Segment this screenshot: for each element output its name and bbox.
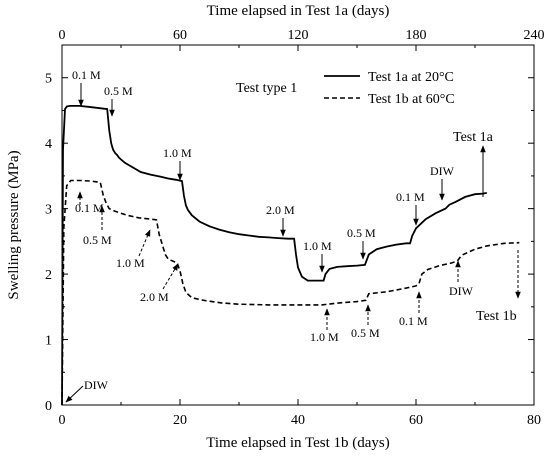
x-bottom-tick-label: 60 (409, 413, 423, 428)
y-tick-label: 1 (45, 334, 52, 349)
x-bottom-tick-label: 0 (59, 413, 66, 428)
annotation-1b-0-5m-b: 0.5 M (351, 326, 380, 340)
x-bottom-tick-label: 80 (527, 413, 541, 428)
plot-frame (61, 44, 535, 406)
annotation-1a-2-0m: 2.0 M (266, 203, 295, 217)
y-axis-title: Swelling pressure (MPa) (6, 150, 22, 299)
x-top-tick-label: 60 (173, 28, 187, 43)
annotation-1a-1-0m: 1.0 M (163, 146, 192, 160)
annotation-1b-1-0m: 1.0 M (116, 256, 145, 270)
annotation-1b-0-1m: 0.1 M (75, 201, 104, 215)
x-axis-title-top: Time elapsed in Test 1a (days) (207, 3, 390, 19)
y-tick-label: 5 (45, 72, 52, 87)
axis-ticks (61, 45, 535, 406)
annotation-diw-start: DIW (84, 378, 109, 392)
x-top-tick-label: 180 (406, 28, 427, 43)
annotation-1b-0-5m: 0.5 M (83, 233, 112, 247)
annotation-arrow (162, 263, 179, 290)
y-tick-label: 3 (45, 203, 52, 218)
annotation-1b-2-0m: 2.0 M (140, 290, 169, 304)
annotation-1a-1-0m-b: 1.0 M (303, 239, 332, 253)
y-tick-label: 0 (45, 399, 52, 414)
y-tick-label: 4 (45, 137, 52, 152)
annotation-arrow (138, 229, 151, 257)
test-1b-label: Test 1b (476, 309, 517, 324)
annotation-1a-0-1m: 0.1 M (72, 68, 101, 82)
annotation-1a-0-5m: 0.5 M (104, 84, 133, 98)
y-tick-label: 2 (45, 268, 52, 283)
axis-tick-labels: 0 20 40 60 80 0 60 120 180 240 0 1 2 3 4 5 (45, 28, 545, 428)
annotation-1b-1-0m-b: 1.0 M (310, 330, 339, 344)
series-line-test-1a (61, 105, 487, 406)
annotation-1a-0-5m-b: 0.5 M (347, 226, 376, 240)
x-bottom-tick-label: 20 (173, 413, 187, 428)
series-line-test-1b (61, 179, 520, 406)
annotation-1a-0-1m-b: 0.1 M (396, 190, 425, 204)
x-bottom-tick-label: 40 (291, 413, 305, 428)
legend: Test 1a at 20°C Test 1b at 60°C (324, 70, 455, 107)
annotation-1b-0-1m-b: 0.1 M (399, 314, 428, 328)
annotation-1b-diw: DIW (449, 284, 474, 298)
test-type-label: Test type 1 (236, 81, 297, 96)
test-1a-label: Test 1a (453, 130, 494, 145)
annotation-diw-arrow (65, 385, 84, 403)
annotation-1a-diw: DIW (430, 164, 455, 178)
annotations-test-1b: 0.1 M 0.5 M 1.0 M 2.0 M 1.0 M 0.5 M 0.1 … (75, 191, 521, 344)
x-top-tick-label: 120 (288, 28, 309, 43)
annotations-test-1a: 0.1 M 0.5 M 1.0 M 2.0 M 1.0 M 0.5 M 0.1 … (72, 68, 494, 273)
legend-label-test-1a: Test 1a at 20°C (368, 70, 454, 85)
legend-label-test-1b: Test 1b at 60°C (368, 92, 455, 107)
x-top-tick-label: 240 (524, 28, 545, 43)
x-axis-title-bottom: Time elapsed in Test 1b (days) (206, 435, 390, 451)
x-top-tick-label: 0 (59, 28, 66, 43)
